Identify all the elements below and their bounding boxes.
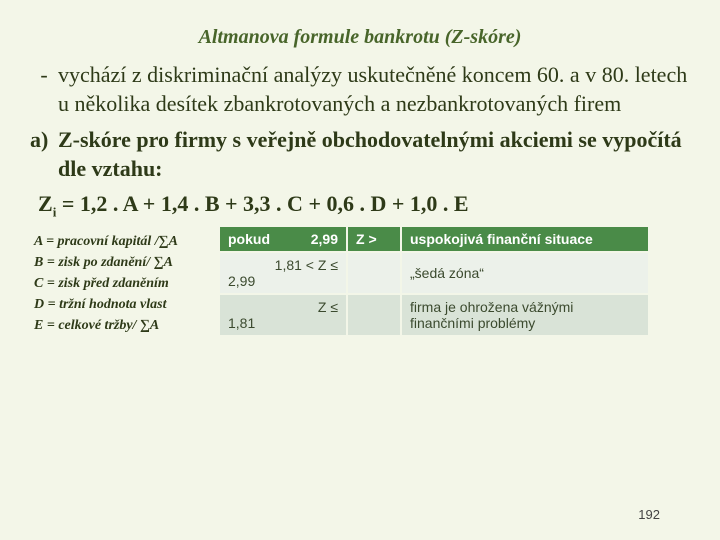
def-b: B = zisk po zdanění/ ∑A [34,252,244,273]
formula-body: = 1,2 . A + 1,4 . B + 3,3 . C + 0,6 . D … [56,191,468,216]
z-score-formula: Zi = 1,2 . A + 1,4 . B + 3,3 . C + 0,6 .… [38,191,690,220]
formula-z: Z [38,191,53,216]
th-cond-text: pokud [228,231,270,247]
def-c: C = zisk před zdaněním [34,273,244,294]
table-row: 1,81 < Z ≤ 2,99 „šedá zóna“ [220,252,648,294]
slide-title: Altmanova formule bankrotu (Z-skóre) [30,26,690,49]
table-row: Z ≤ 1,81 firma je ohrožena vážnými finan… [220,294,648,335]
z-score-table: pokud 2,99 Z > uspokojivá finanční situa… [220,227,648,335]
td-desc-2: firma je ohrožena vážnými finančními pro… [401,294,648,335]
letter-a-marker: a) [30,126,58,155]
td-empty-2 [347,294,401,335]
letter-a-text: Z-skóre pro firmy s veřejně obchodovatel… [58,126,690,183]
th-cond-right: 2,99 [311,231,338,247]
bullet-dash: - [30,61,58,90]
th-z: Z > [347,227,401,252]
td-range-1: 1,81 < Z ≤ 2,99 [220,252,347,294]
td-empty-1 [347,252,401,294]
td-range-1-line2: 2,99 [228,273,338,289]
letter-item-a: a) Z-skóre pro firmy s veřejně obchodova… [30,126,690,183]
td-desc-1: „šedá zóna“ [401,252,648,294]
td-range-2-line1: Z ≤ [228,299,338,315]
page-number: 192 [638,507,660,522]
variable-definitions: A = pracovní kapitál /∑A B = zisk po zda… [34,231,244,336]
th-condition: pokud 2,99 [220,227,347,252]
def-a: A = pracovní kapitál /∑A [34,231,244,252]
bullet-text: vychází z diskriminační analýzy uskutečn… [58,61,690,118]
td-range-1-line1: 1,81 < Z ≤ [228,257,338,273]
bullet-item: - vychází z diskriminační analýzy uskute… [30,61,690,118]
td-range-2: Z ≤ 1,81 [220,294,347,335]
table-header-row: pokud 2,99 Z > uspokojivá finanční situa… [220,227,648,252]
def-d: D = tržní hodnota vlast [34,294,244,315]
td-range-2-line2: 1,81 [228,315,338,331]
def-e: E = celkové tržby/ ∑A [34,315,244,336]
th-desc: uspokojivá finanční situace [401,227,648,252]
